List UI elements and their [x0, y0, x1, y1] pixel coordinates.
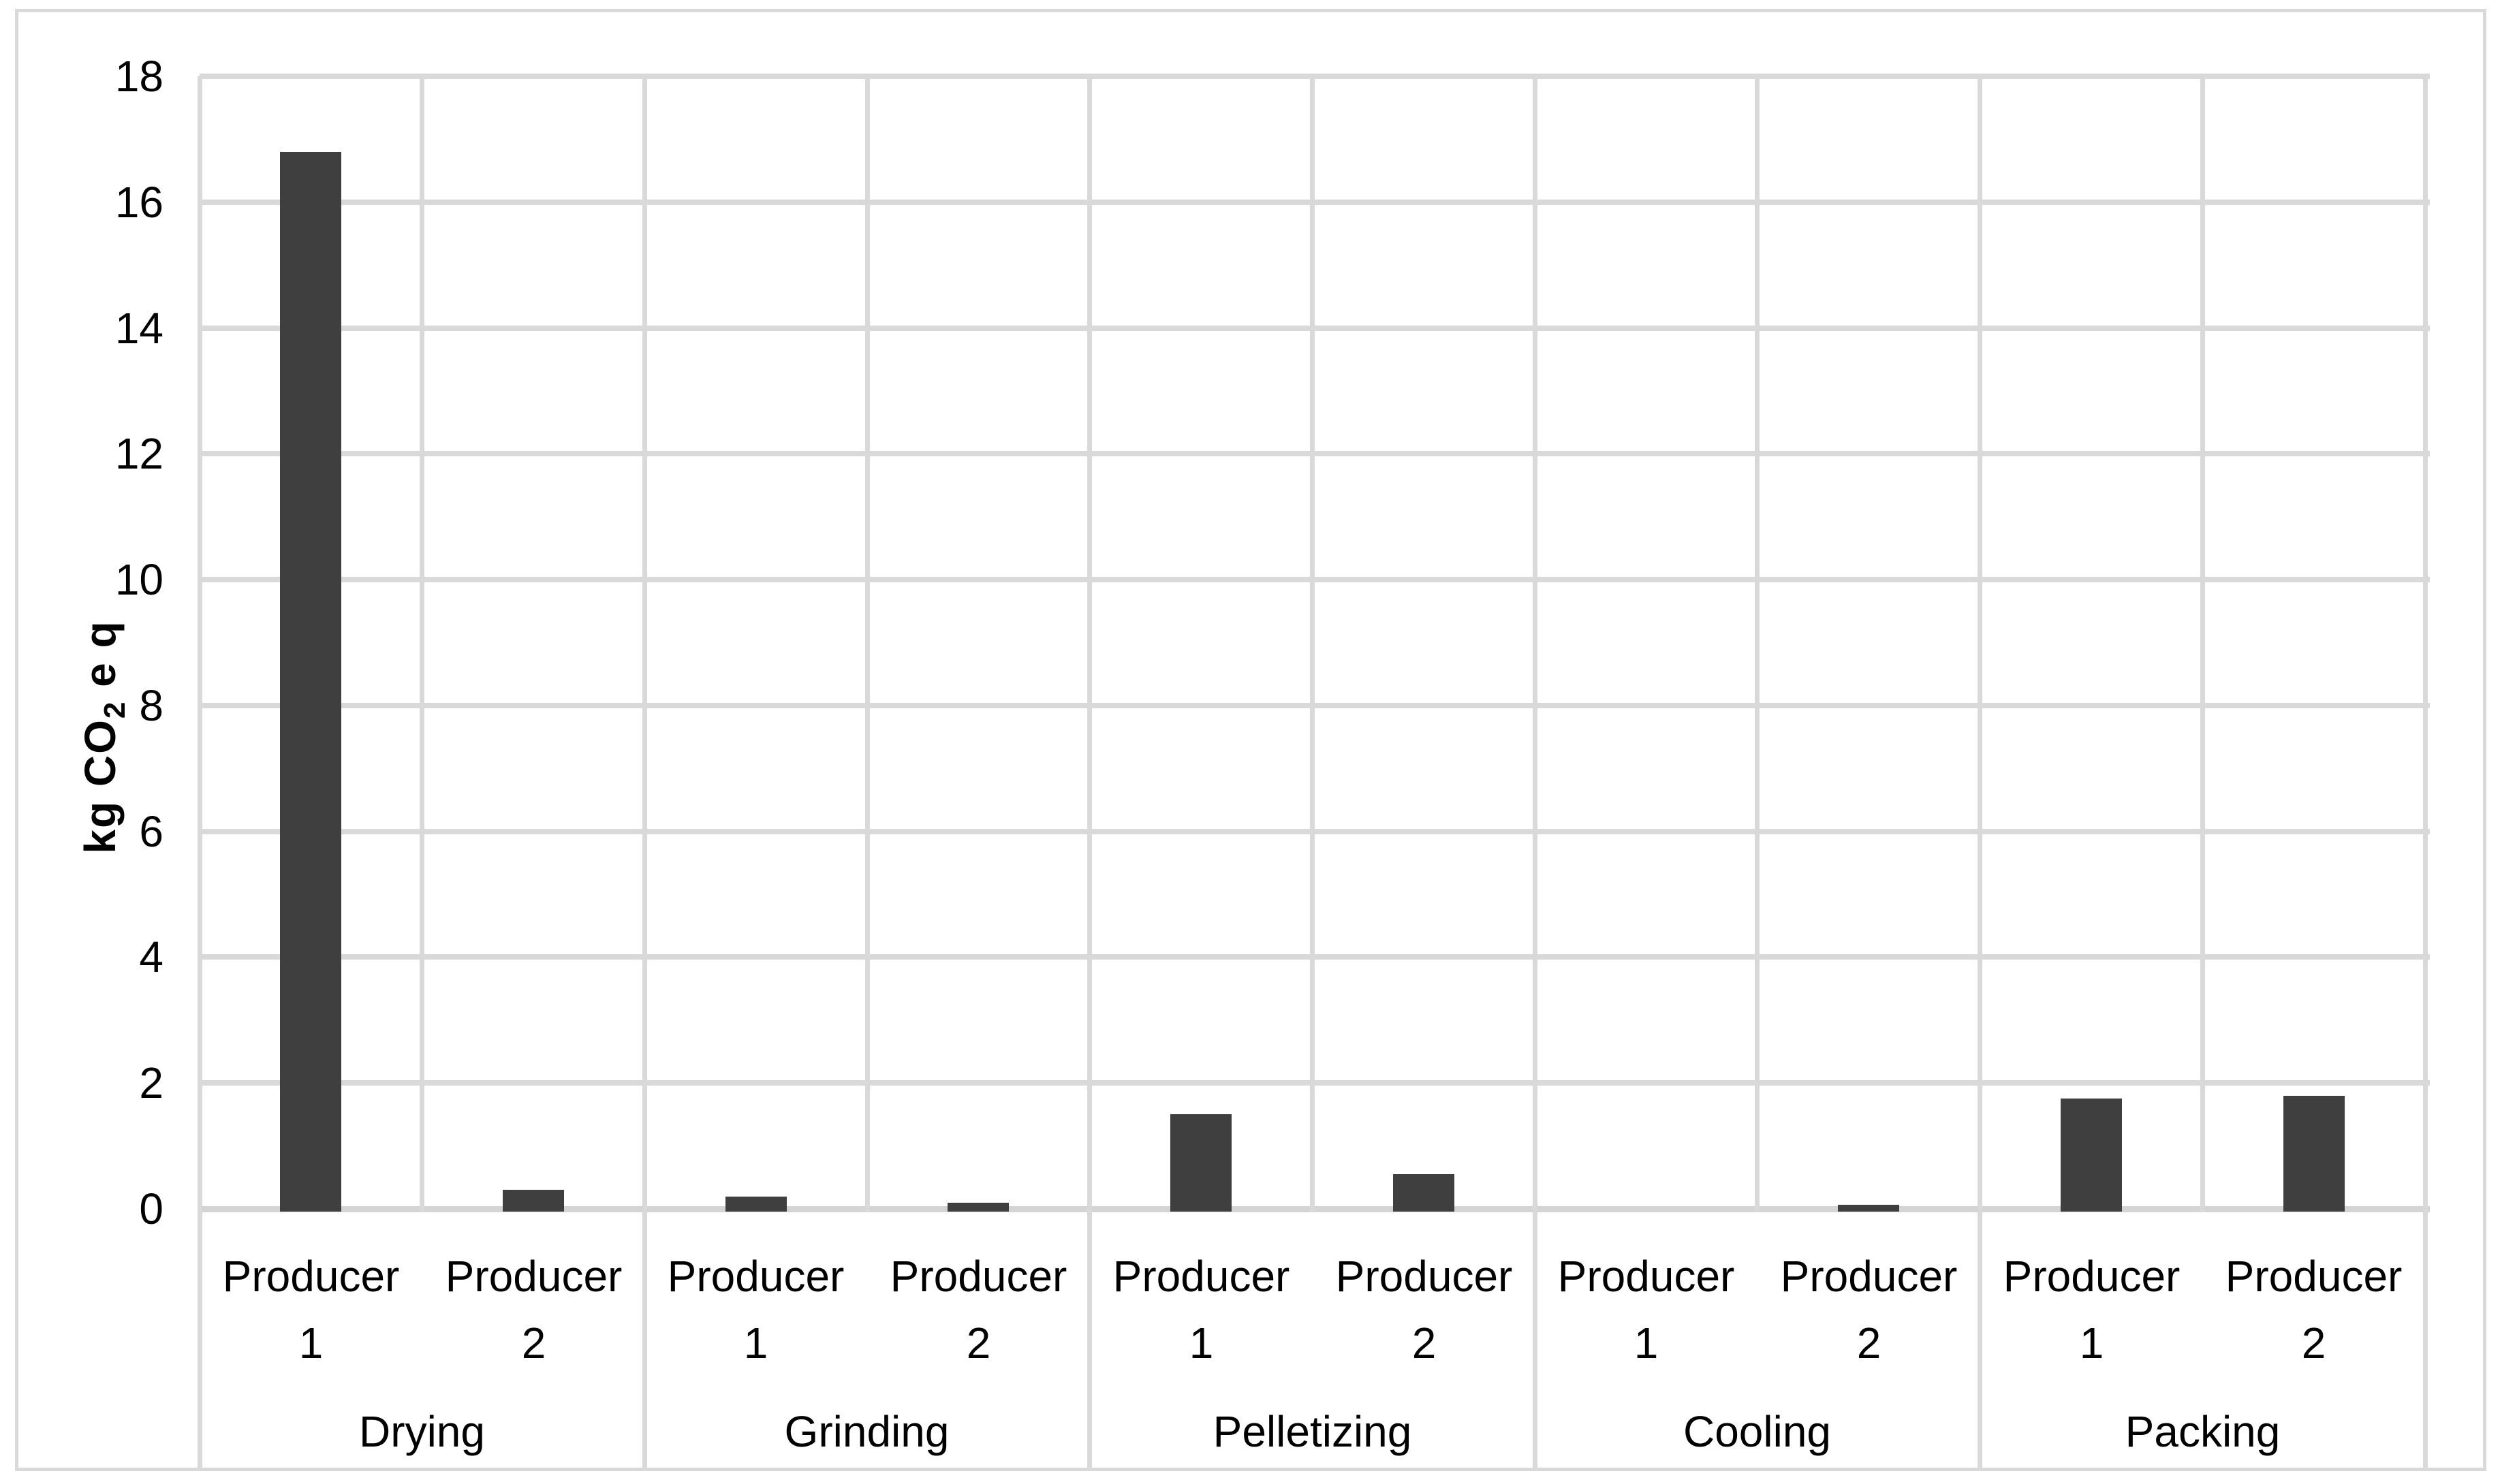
x-category-label-line2: 1 [1634, 1319, 1659, 1368]
bar [725, 1197, 787, 1212]
x-category-label-line1: Producer [1335, 1252, 1513, 1301]
v-gridline [2200, 76, 2205, 1212]
x-category-label-line2: 2 [1411, 1319, 1437, 1368]
x-group-label: Packing [2125, 1407, 2281, 1456]
x-category-label-line1: Producer [890, 1252, 1067, 1301]
h-gridline [200, 74, 2430, 79]
v-gridline [420, 76, 424, 1212]
x-category-label-line1: Producer [1780, 1252, 1958, 1301]
bar [280, 152, 341, 1212]
y-tick-label: 16 [114, 178, 163, 227]
y-tick-label: 12 [114, 429, 163, 478]
x-group-label: Pelletizing [1213, 1407, 1412, 1456]
x-category-label-line1: Producer [1112, 1252, 1290, 1301]
x-group-label: Cooling [1683, 1407, 1832, 1456]
x-category-label-line1: Producer [222, 1252, 400, 1301]
y-tick-label: 18 [114, 52, 163, 101]
y-tick-label: 10 [114, 555, 163, 604]
x-category-label-line2: 1 [298, 1319, 324, 1368]
bar [1393, 1174, 1454, 1212]
x-category-label-line1: Producer [445, 1252, 623, 1301]
h-gridline [200, 326, 2430, 331]
x-axis-line [200, 1206, 2430, 1212]
bar [503, 1190, 564, 1212]
group-divider-line [642, 76, 647, 1469]
v-gridline [1755, 76, 1760, 1212]
x-category-label-line2: 2 [2301, 1319, 2326, 1368]
group-divider-line [1533, 76, 1537, 1469]
chart-area-border [15, 9, 2486, 1471]
x-category-label-line2: 2 [521, 1319, 546, 1368]
x-category-label-line1: Producer [2225, 1252, 2403, 1301]
v-gridline [1310, 76, 1315, 1212]
group-divider-line [2423, 76, 2428, 1469]
bar [948, 1203, 1009, 1212]
h-gridline [200, 577, 2430, 582]
y-axis-line [198, 76, 202, 1469]
h-gridline [200, 200, 2430, 205]
v-gridline [865, 76, 870, 1212]
group-divider-line [1978, 76, 1982, 1469]
y-tick-label: 0 [139, 1184, 163, 1233]
x-category-label-line1: Producer [2003, 1252, 2181, 1301]
x-category-label-line2: 1 [743, 1319, 768, 1368]
y-tick-label: 6 [139, 807, 163, 856]
x-category-label-line1: Producer [667, 1252, 845, 1301]
x-group-label: Drying [359, 1407, 485, 1456]
h-gridline [200, 829, 2430, 834]
y-tick-label: 2 [139, 1058, 163, 1107]
y-tick-label: 14 [114, 304, 163, 353]
h-gridline [200, 954, 2430, 960]
x-category-label-line2: 2 [1856, 1319, 1881, 1368]
x-group-label: Grinding [784, 1407, 950, 1456]
x-category-label-line2: 2 [966, 1319, 991, 1368]
h-gridline [200, 1080, 2430, 1086]
bar [1838, 1205, 1899, 1212]
x-category-label-line2: 1 [1189, 1319, 1214, 1368]
group-divider-line [1087, 76, 1092, 1469]
x-category-label-line1: Producer [1557, 1252, 1735, 1301]
h-gridline [200, 451, 2430, 456]
y-tick-label: 8 [139, 681, 163, 730]
y-tick-label: 4 [139, 932, 163, 981]
bar [2061, 1099, 2122, 1212]
h-gridline [200, 703, 2430, 708]
bar [2283, 1096, 2345, 1212]
x-category-label-line2: 1 [2079, 1319, 2104, 1368]
bar [1170, 1114, 1232, 1212]
